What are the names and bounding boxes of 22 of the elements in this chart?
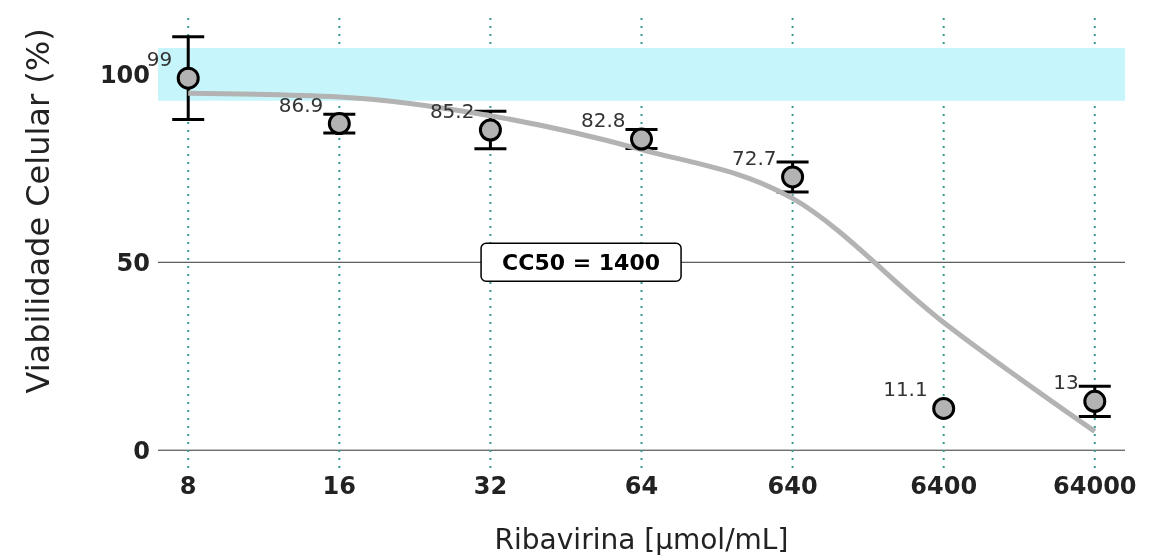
data-label: 85.2 [429,99,475,123]
x-tick-label: 8 [179,472,197,501]
x-tick-label: 32 [473,472,508,501]
data-label: 72.7 [732,145,777,170]
data-label: 82.8 [580,108,626,133]
point [478,118,502,142]
y-tick-label: 0 [133,436,150,465]
x-tick-label: 64000 [1053,472,1137,501]
y-tick-label: 50 [116,248,150,277]
data-label: 11.1 [883,377,928,402]
y-axis-title: Viabilidade Celular (%) [19,28,58,394]
x-axis-title: Ribavirina [µmol/mL] [494,523,789,556]
x-tick-label: 64 [624,472,659,501]
point [1083,389,1107,413]
annotation: CC50 = 1400 [502,250,661,276]
data-label: 86.9 [278,92,324,117]
x-tick-label: 640 [767,472,818,501]
point [932,396,956,420]
x-tick-label: 16 [322,472,357,501]
data-label: 13 [1053,370,1079,395]
point [176,66,200,90]
x-tick-label: 6400 [910,472,978,501]
